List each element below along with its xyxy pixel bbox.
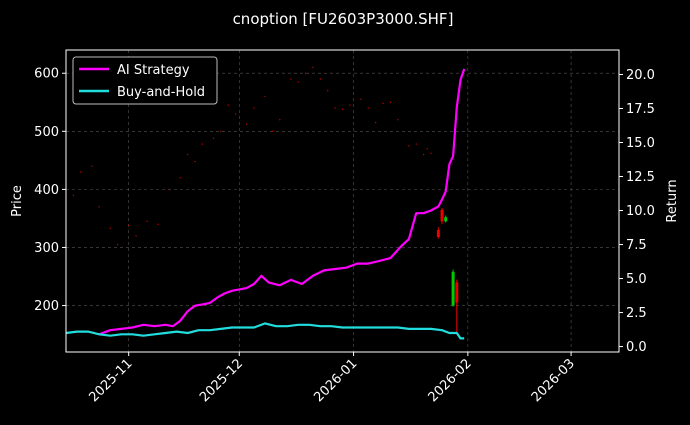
candle-body xyxy=(440,209,444,222)
right-tick-label: 10.0 xyxy=(626,204,655,219)
price-mark xyxy=(227,104,229,106)
right-tick-label: 0.0 xyxy=(626,340,647,355)
right-axis-ticks: 0.0 2.5 5.0 7.5 10.0 12.5 15.0 17.5 20.0 xyxy=(619,68,655,355)
price-mark xyxy=(327,90,329,92)
price-mark xyxy=(128,224,130,226)
candle-body xyxy=(451,271,455,306)
price-mark xyxy=(290,78,292,80)
price-mark xyxy=(187,153,189,156)
price-mark xyxy=(135,235,137,237)
price-mark xyxy=(109,227,111,229)
left-tick-label: 500 xyxy=(34,125,59,140)
price-mark xyxy=(426,148,428,150)
legend: AI Strategy Buy-and-Hold xyxy=(72,56,218,105)
right-tick-label: 7.5 xyxy=(626,238,647,253)
x-tick-label: 2026-01 xyxy=(311,356,360,405)
ai-strategy-line xyxy=(98,68,466,336)
right-tick-label: 12.5 xyxy=(626,170,655,185)
price-mark xyxy=(279,119,281,121)
left-axis-label: Price xyxy=(10,185,25,217)
price-mark xyxy=(430,152,432,154)
price-mark xyxy=(312,66,314,69)
price-mark xyxy=(415,143,417,145)
price-mark xyxy=(91,165,93,167)
right-tick-label: 5.0 xyxy=(626,272,647,287)
candle-body xyxy=(436,230,440,238)
price-mark xyxy=(80,171,82,173)
price-mark xyxy=(297,81,299,83)
price-marks xyxy=(72,66,432,246)
price-mark xyxy=(271,130,274,132)
price-mark xyxy=(168,188,170,190)
price-mark xyxy=(319,78,321,80)
price-mark xyxy=(179,177,181,179)
price-mark xyxy=(212,137,215,139)
price-mark xyxy=(157,223,159,225)
price-mark xyxy=(234,113,237,115)
left-tick-label: 600 xyxy=(34,67,59,82)
price-mark xyxy=(382,102,384,105)
plot-frame xyxy=(65,49,620,353)
price-mark xyxy=(194,160,196,163)
buy-and-hold-line xyxy=(65,322,465,340)
price-mark xyxy=(423,153,425,156)
right-tick-label: 15.0 xyxy=(626,136,655,151)
price-mark xyxy=(349,104,351,106)
right-tick-label: 20.0 xyxy=(626,68,655,83)
candle-body xyxy=(444,217,448,222)
candles xyxy=(436,207,459,335)
series-lines xyxy=(65,68,466,340)
price-mark xyxy=(408,145,410,147)
x-tick-label: 2025-12 xyxy=(197,356,246,405)
right-tick-label: 2.5 xyxy=(626,306,647,321)
left-tick-label: 400 xyxy=(34,183,59,198)
left-tick-label: 200 xyxy=(34,299,59,314)
x-tick-label: 2025-11 xyxy=(86,356,135,405)
chart-title: cnoption [FU2603P3000.SHF] xyxy=(233,10,454,28)
price-mark xyxy=(264,95,266,98)
candle-body xyxy=(455,282,459,303)
price-mark xyxy=(220,130,222,132)
price-mark xyxy=(117,243,119,246)
left-tick-label: 300 xyxy=(34,241,59,256)
legend-ai-strategy-label: AI Strategy xyxy=(117,63,190,78)
price-mark xyxy=(367,107,369,109)
price-mark xyxy=(201,143,204,145)
legend-buy-and-hold-label: Buy-and-Hold xyxy=(117,85,205,100)
price-mark xyxy=(334,107,336,109)
price-mark xyxy=(360,98,362,100)
price-mark xyxy=(375,121,377,124)
left-axis-ticks: 200 300 400 500 600 xyxy=(34,67,66,314)
right-axis-label: Return xyxy=(665,179,680,222)
price-mark xyxy=(146,220,148,222)
x-tick-label: 2026-03 xyxy=(529,356,578,405)
price-mark xyxy=(246,123,248,125)
x-tick-label: 2026-02 xyxy=(426,356,475,405)
right-tick-label: 17.5 xyxy=(626,102,655,117)
price-mark xyxy=(341,108,344,110)
price-mark xyxy=(397,119,399,121)
price-mark xyxy=(305,72,307,74)
price-mark xyxy=(72,194,74,196)
price-mark xyxy=(98,206,100,208)
x-axis-ticks: 2025-11 2025-12 2026-01 2026-02 2026-03 xyxy=(86,352,578,405)
price-mark xyxy=(253,107,255,109)
price-mark xyxy=(389,101,392,103)
